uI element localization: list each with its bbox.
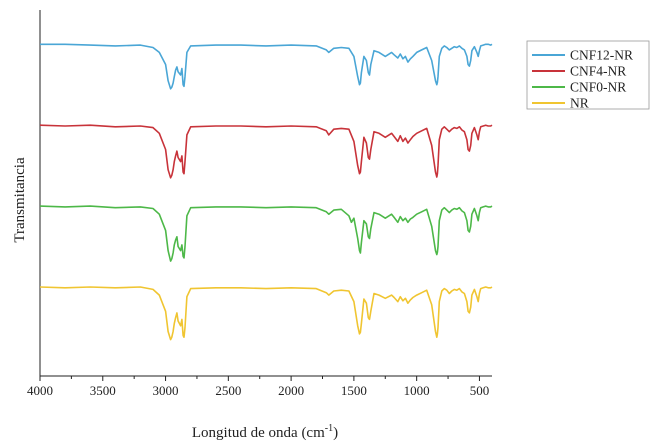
x-axis-title: Longitud de onda (cm-1)	[192, 423, 338, 441]
x-tick-label: 500	[470, 383, 490, 398]
x-axis-title-main: Longitud de onda (cm	[192, 425, 325, 441]
x-tick-label: 3500	[90, 383, 116, 398]
x-tick-label: 4000	[27, 383, 53, 398]
y-axis-title: Transmitancia	[12, 157, 28, 243]
series-line-cnf12-nr	[40, 43, 493, 90]
series-lines	[39, 43, 493, 341]
legend-label: NR	[570, 96, 589, 111]
x-tick-label: 3000	[153, 383, 179, 398]
axes: 4000 3500 3000 2500 2000 1500 1000 500	[27, 10, 492, 398]
x-tick-label: 2500	[215, 383, 241, 398]
legend-label: CNF12-NR	[570, 48, 633, 63]
x-axis-title-suffix: )	[333, 425, 338, 441]
x-tick-label: 1000	[404, 383, 430, 398]
series-line-nr	[39, 286, 493, 341]
series-line-cnf0-nr	[39, 205, 493, 262]
x-tick-label: 2000	[278, 383, 304, 398]
x-tick-label: 1500	[341, 383, 367, 398]
legend-label: CNF0-NR	[570, 80, 626, 95]
series-line-cnf4-nr	[39, 124, 493, 179]
legend-box	[526, 40, 650, 110]
legend-label: CNF4-NR	[570, 64, 626, 79]
x-axis-title-superscript: -1	[325, 423, 333, 434]
